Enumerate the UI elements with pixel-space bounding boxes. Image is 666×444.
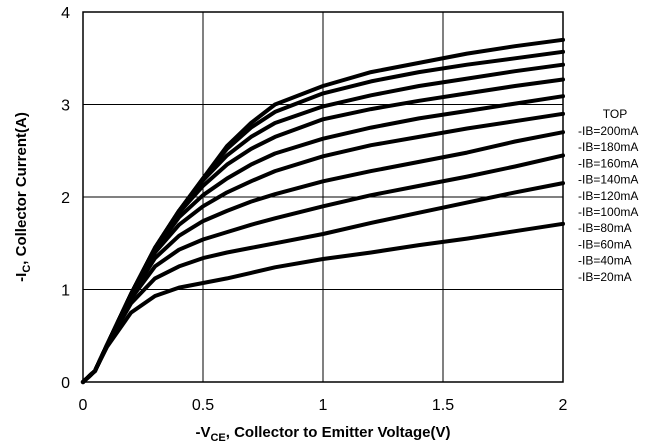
x-axis-title-prefix: -V: [195, 424, 210, 441]
x-axis-title-subscript: CE: [210, 432, 225, 444]
legend-entry: -IB=100mA: [578, 205, 638, 219]
legend-entry: -IB=140mA: [578, 173, 638, 187]
y-tick-label: 0: [61, 375, 70, 392]
y-axis-title-prefix: -I: [13, 273, 30, 282]
legend-entry: -IB=160mA: [578, 156, 638, 170]
series-line: [81, 181, 565, 384]
y-tick-label: 1: [61, 283, 70, 300]
legend: TOP -IB=200mA -IB=180mA -IB=160mA -IB=140mA -…: [578, 107, 638, 284]
y-axis-title-subscript: C: [21, 265, 33, 273]
plot-frame: [82, 11, 564, 383]
y-axis-title-suffix: , Collector Current(A): [13, 112, 30, 265]
x-tick-label: 0: [79, 397, 88, 414]
x-axis-title-suffix: , Collector to Emitter Voltage(V): [226, 424, 451, 441]
y-tick-label: 2: [61, 190, 70, 207]
legend-entry: -IB=20mA: [578, 270, 632, 284]
legend-header: TOP: [603, 107, 627, 121]
legend-entry: -IB=40mA: [578, 254, 632, 268]
y-tick-label: 4: [61, 5, 70, 22]
legend-entry: -IB=180mA: [578, 140, 638, 154]
curves: [81, 37, 565, 384]
tick-labels: 0 0.5 1 1.5 2 0 1 2 3 4: [61, 5, 567, 414]
x-tick-label: 1.5: [432, 397, 454, 414]
series-line: [81, 221, 565, 384]
x-tick-label: 2: [559, 397, 568, 414]
y-axis-title: -IC, Collector Current(A): [13, 112, 33, 282]
legend-entry: -IB=120mA: [578, 189, 638, 203]
legend-entry: -IB=200mA: [578, 124, 638, 138]
x-tick-label: 0.5: [192, 397, 214, 414]
x-axis-title: -VCE, Collector to Emitter Voltage(V): [195, 424, 450, 444]
legend-entry: -IB=80mA: [578, 221, 632, 235]
x-tick-label: 1: [319, 397, 328, 414]
legend-entry: -IB=60mA: [578, 237, 632, 251]
y-tick-label: 3: [61, 98, 70, 115]
